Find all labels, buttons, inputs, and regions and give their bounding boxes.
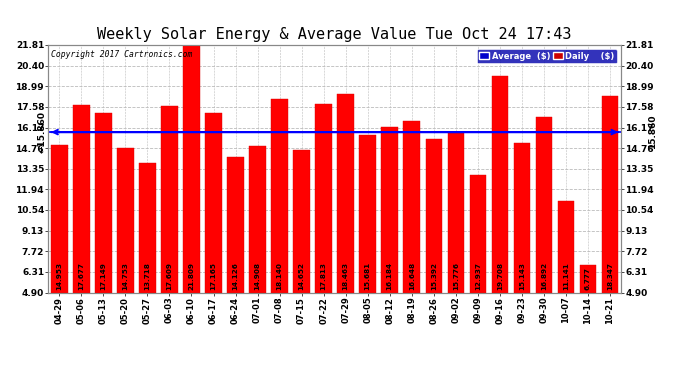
Text: 14.908: 14.908 [255, 262, 261, 290]
Bar [491, 76, 508, 292]
Bar [513, 142, 530, 292]
Bar [426, 139, 442, 292]
Text: 14.652: 14.652 [299, 262, 304, 290]
Bar [558, 201, 574, 292]
Bar [227, 158, 244, 292]
Bar [205, 113, 221, 292]
Bar [337, 94, 354, 292]
Bar [359, 135, 376, 292]
Text: 21.809: 21.809 [188, 262, 195, 290]
Legend: Average  ($), Daily    ($): Average ($), Daily ($) [477, 49, 617, 63]
Bar [382, 128, 398, 292]
Bar [249, 146, 266, 292]
Bar [95, 113, 112, 292]
Text: 13.718: 13.718 [144, 262, 150, 290]
Text: 17.149: 17.149 [100, 262, 106, 290]
Text: Copyright 2017 Cartronics.com: Copyright 2017 Cartronics.com [51, 50, 193, 59]
Text: 19.708: 19.708 [497, 262, 503, 290]
Text: 18.463: 18.463 [343, 262, 348, 290]
Bar [580, 265, 596, 292]
Text: 18.140: 18.140 [277, 262, 283, 290]
Text: 11.141: 11.141 [563, 262, 569, 290]
Text: 14.753: 14.753 [122, 262, 128, 290]
Text: 17.609: 17.609 [166, 262, 172, 290]
Bar [535, 117, 552, 292]
Text: 17.165: 17.165 [210, 262, 217, 290]
Text: 17.677: 17.677 [79, 262, 84, 290]
Text: 15.681: 15.681 [365, 262, 371, 290]
Text: 15.392: 15.392 [431, 262, 437, 290]
Bar [73, 105, 90, 292]
Bar [293, 150, 310, 292]
Text: 15.143: 15.143 [519, 262, 525, 290]
Text: 15.860: 15.860 [648, 115, 657, 149]
Bar [139, 164, 156, 292]
Text: 15.776: 15.776 [453, 262, 459, 290]
Text: 16.648: 16.648 [408, 262, 415, 290]
Text: 17.813: 17.813 [321, 262, 326, 290]
Text: 18.347: 18.347 [607, 262, 613, 290]
Text: ←15.860: ←15.860 [37, 111, 46, 153]
Bar [602, 96, 618, 292]
Text: 6.777: 6.777 [585, 267, 591, 290]
Title: Weekly Solar Energy & Average Value Tue Oct 24 17:43: Weekly Solar Energy & Average Value Tue … [97, 27, 572, 42]
Bar [184, 45, 199, 292]
Bar [271, 99, 288, 292]
Text: 12.937: 12.937 [475, 262, 481, 290]
Bar [161, 106, 178, 292]
Text: 14.126: 14.126 [233, 262, 239, 290]
Bar [470, 175, 486, 292]
Bar [315, 104, 332, 292]
Text: 16.184: 16.184 [386, 262, 393, 290]
Bar [448, 134, 464, 292]
Bar [51, 146, 68, 292]
Bar [404, 120, 420, 292]
Text: 14.953: 14.953 [57, 262, 62, 290]
Bar [117, 148, 134, 292]
Text: 16.892: 16.892 [541, 262, 547, 290]
